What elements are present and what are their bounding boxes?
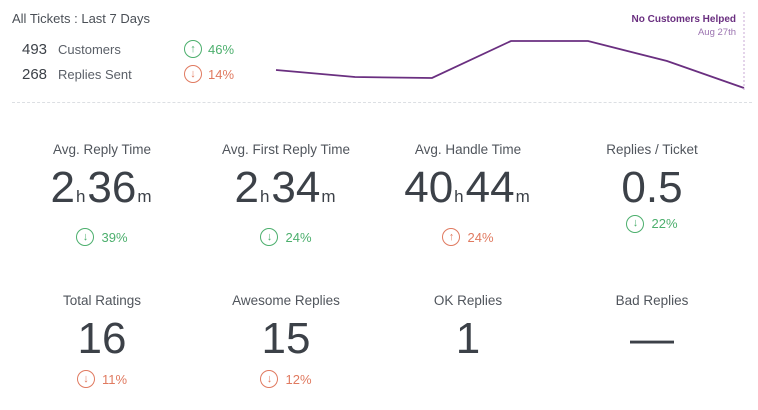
metric-label: Avg. First Reply Time (221, 142, 351, 157)
metric-change-value: 11% (101, 371, 128, 387)
metric-minutes: 36 (87, 163, 137, 212)
metric-minutes-unit: m (321, 187, 336, 206)
metric-minutes: 44 (465, 163, 515, 212)
metric-label: Avg. Handle Time (414, 142, 522, 157)
metric-change: ↓ 24% (260, 228, 312, 246)
metric-value: 1 (455, 314, 481, 363)
metric-minutes-unit: m (515, 187, 530, 206)
summary-value: 268 (22, 65, 48, 83)
metric-hours-unit: h (259, 187, 270, 206)
arrow-down-circle-icon: ↓ (626, 214, 645, 233)
arrow-down-circle-icon: ↓ (260, 228, 279, 246)
metric-avg-reply-time: Avg. Reply Time 2h36m ↓ 39% (12, 142, 192, 246)
metric-hours: 40 (404, 163, 454, 212)
metric-label: Avg. Reply Time (52, 142, 152, 157)
metric-change-value: 22% (651, 216, 678, 231)
arrow-down-circle-icon: ↓ (76, 370, 95, 388)
metric-value: 2h36m (12, 163, 192, 222)
metric-ok-replies: OK Replies 1 (378, 293, 558, 364)
arrow-up-circle-icon: ↑ (184, 40, 202, 58)
metric-replies-per-ticket: Replies / Ticket 0.5 ↓ 22% (562, 142, 742, 233)
summary-customers: 493 Customers ↑ 46% (22, 39, 262, 59)
metric-total-ratings: Total Ratings 16 ↓ 11% (12, 293, 192, 388)
summary-label: Replies Sent (58, 66, 132, 82)
metric-change: ↓ 22% (626, 214, 678, 233)
metric-label: OK Replies (433, 293, 503, 308)
sparkline-line (275, 40, 745, 89)
metric-value: 0.5 (621, 163, 683, 212)
metric-change-value: 39% (101, 229, 128, 245)
metric-bad-replies: Bad Replies — (562, 293, 742, 364)
metric-label: Bad Replies (615, 293, 689, 308)
metric-hours: 2 (50, 163, 75, 212)
summary-change-value: 14% (208, 66, 235, 82)
sparkline-tooltip-title: No Customers Helped (631, 14, 736, 25)
summary-replies-sent: 268 Replies Sent ↓ 14% (22, 64, 262, 84)
metric-label: Total Ratings (62, 293, 142, 308)
metric-change: ↑ 24% (442, 228, 494, 246)
metric-minutes-unit: m (137, 187, 152, 206)
metric-hours-unit: h (75, 187, 86, 206)
metric-value: 40h44m (378, 163, 558, 222)
report-title: All Tickets : Last 7 Days (12, 11, 150, 26)
metric-value: 2h34m (196, 163, 376, 222)
metric-hours-unit: h (454, 187, 464, 206)
metric-avg-handle-time: Avg. Handle Time 40h44m ↑ 24% (378, 142, 558, 246)
arrow-down-circle-icon: ↓ (184, 65, 202, 83)
metric-value: 16 (77, 314, 127, 363)
metric-awesome-replies: Awesome Replies 15 ↓ 12% (196, 293, 376, 388)
arrow-down-circle-icon: ↓ (260, 370, 279, 388)
summary-value: 493 (22, 40, 48, 58)
metric-minutes: 34 (271, 163, 321, 212)
metric-value: — (630, 314, 674, 363)
metric-change: ↓ 39% (76, 228, 128, 246)
metric-change: ↓ 11% (76, 370, 128, 388)
sparkline-chart[interactable] (270, 8, 750, 100)
sparkline-tooltip-date: Aug 27th (697, 27, 736, 38)
summary-change-value: 46% (208, 41, 235, 57)
summary-change: ↓ 14% (184, 65, 234, 83)
metric-change-value: 24% (285, 229, 312, 245)
metric-hours: 2 (234, 163, 259, 212)
section-divider (12, 102, 752, 103)
metric-change-value: 12% (285, 371, 312, 387)
arrow-down-circle-icon: ↓ (76, 228, 95, 246)
metric-change: ↓ 12% (260, 370, 312, 388)
metric-value: 15 (261, 314, 311, 363)
summary-change: ↑ 46% (184, 40, 234, 58)
metric-label: Awesome Replies (232, 293, 340, 308)
summary-label: Customers (58, 41, 121, 57)
metric-label: Replies / Ticket (606, 142, 698, 157)
metric-change-value: 24% (467, 229, 494, 245)
arrow-up-circle-icon: ↑ (442, 228, 461, 246)
metric-avg-first-reply-time: Avg. First Reply Time 2h34m ↓ 24% (196, 142, 376, 246)
